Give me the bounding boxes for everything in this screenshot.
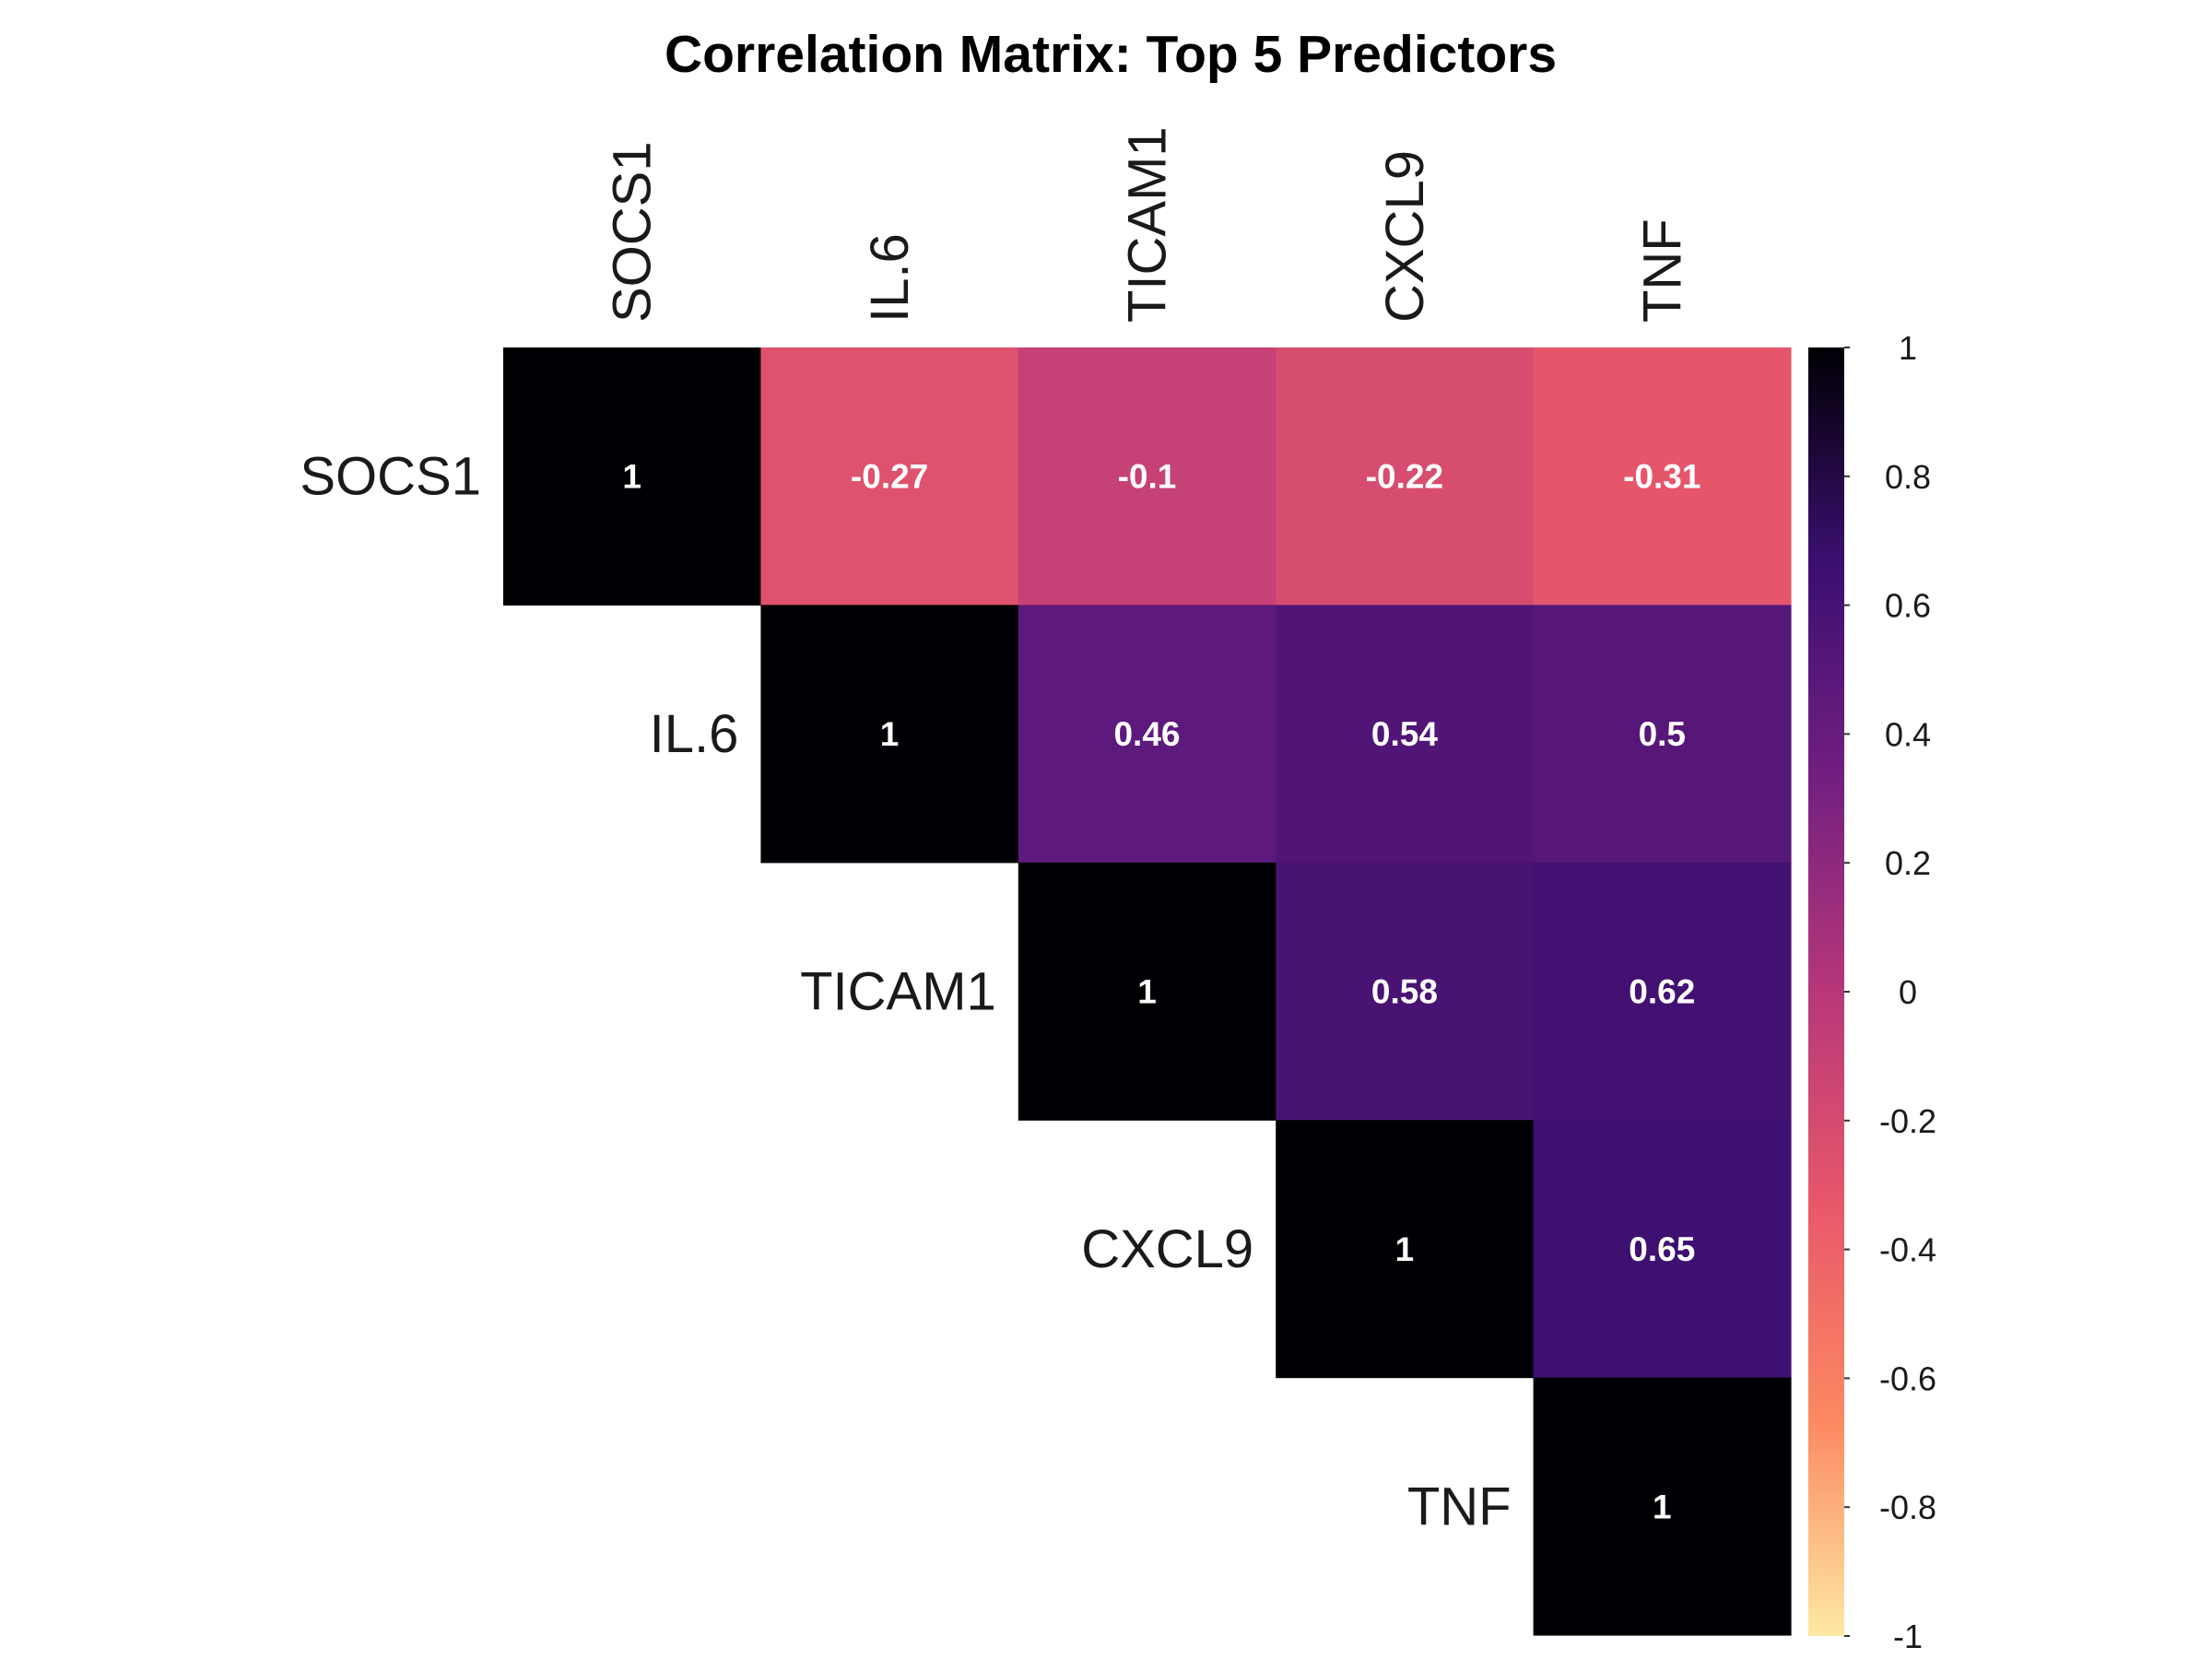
heatmap-cell-tnf-tnf <box>1533 1377 1792 1636</box>
colorbar-ticks: 1 0.8 0.6 0.4 0.2 0 -0.2 -0.4 -0.6 -0.8 -1 <box>1844 329 1936 1655</box>
heatmap-cell-socs1-socs1 <box>503 347 761 606</box>
cell-value-label: -0.22 <box>1366 458 1443 496</box>
heatmap-cell-il6-ticam1 <box>1018 605 1277 864</box>
colorbar-tick-label: -0.2 <box>1879 1102 1936 1140</box>
cell-value-label: 1 <box>1137 973 1157 1011</box>
column-label-ticam1: TICAM1 <box>1118 126 1178 323</box>
cell-value-label: 0.46 <box>1113 715 1180 753</box>
cell-value-label: 0.62 <box>1629 973 1695 1011</box>
heatmap-cell-socs1-il6 <box>760 347 1019 606</box>
heatmap-cell-ticam1-cxcl9 <box>1276 862 1535 1121</box>
heatmap-cell-il6-cxcl9 <box>1276 605 1535 864</box>
heatmap-cell-socs1-ticam1 <box>1018 347 1277 606</box>
cell-value-label: 1 <box>622 458 641 496</box>
colorbar-tick-label: -0.8 <box>1879 1488 1936 1526</box>
colorbar: 1 0.8 0.6 0.4 0.2 0 -0.2 -0.4 -0.6 -0.8 -1 <box>1808 329 1936 1655</box>
row-label-ticam1: TICAM1 <box>800 962 996 1022</box>
cell-value-label: 0.65 <box>1629 1230 1695 1268</box>
heatmap-cell-ticam1-tnf <box>1533 862 1792 1121</box>
colorbar-tick-label: 0.8 <box>1885 458 1931 496</box>
cell-value-label: -0.31 <box>1623 458 1700 496</box>
heatmap-cell-socs1-cxcl9 <box>1276 347 1535 606</box>
heatmap-cell-cxcl9-tnf <box>1533 1120 1792 1379</box>
cell-value-label: 0.54 <box>1371 715 1438 753</box>
colorbar-tick-label: -0.4 <box>1879 1231 1936 1269</box>
heatmap-cell-ticam1-ticam1 <box>1018 862 1277 1121</box>
heatmap-cells: 1 -0.27 -0.1 -0.22 -0.31 1 0.46 0.54 0.5 1 0.58 0.6… <box>503 347 1792 1636</box>
colorbar-tick-label: -0.6 <box>1879 1359 1936 1397</box>
colorbar-tick-label: 0.6 <box>1885 587 1931 625</box>
column-label-socs1: SOCS1 <box>603 141 663 323</box>
heatmap-cell-il6-tnf <box>1533 605 1792 864</box>
cell-value-label: 1 <box>880 715 900 753</box>
colorbar-tick-label: 0.4 <box>1885 715 1931 753</box>
heatmap-cell-il6-il6 <box>760 605 1019 864</box>
colorbar-gradient <box>1808 347 1844 1636</box>
row-label-tnf: TNF <box>1407 1477 1512 1536</box>
column-labels: SOCS1 IL.6 TICAM1 CXCL9 TNF <box>603 126 1693 323</box>
row-label-cxcl9: CXCL9 <box>1081 1219 1253 1279</box>
cell-value-label: 1 <box>1395 1230 1415 1268</box>
heatmap-cell-cxcl9-cxcl9 <box>1276 1120 1535 1379</box>
cell-value-label: -0.1 <box>1118 458 1177 496</box>
row-label-il6: IL.6 <box>650 704 739 764</box>
cell-value-label: 0.58 <box>1371 973 1438 1011</box>
colorbar-tick-label: -1 <box>1893 1618 1923 1655</box>
cell-value-label: -0.27 <box>851 458 928 496</box>
colorbar-tick-label: 0.2 <box>1885 844 1931 882</box>
cell-value-label: 0.5 <box>1639 715 1686 753</box>
chart-title: Correlation Matrix: Top 5 Predictors <box>665 25 1557 84</box>
colorbar-tick-label: 0 <box>1899 973 1917 1011</box>
colorbar-tick-label: 1 <box>1899 329 1917 367</box>
column-label-il6: IL.6 <box>860 233 920 323</box>
heatmap-cell-socs1-tnf <box>1533 347 1792 606</box>
column-label-tnf: TNF <box>1632 218 1692 323</box>
row-label-socs1: SOCS1 <box>300 447 481 507</box>
row-labels: SOCS1 IL.6 TICAM1 CXCL9 TNF <box>300 447 1511 1537</box>
column-label-cxcl9: CXCL9 <box>1375 150 1435 323</box>
cell-value-label: 1 <box>1653 1488 1672 1525</box>
